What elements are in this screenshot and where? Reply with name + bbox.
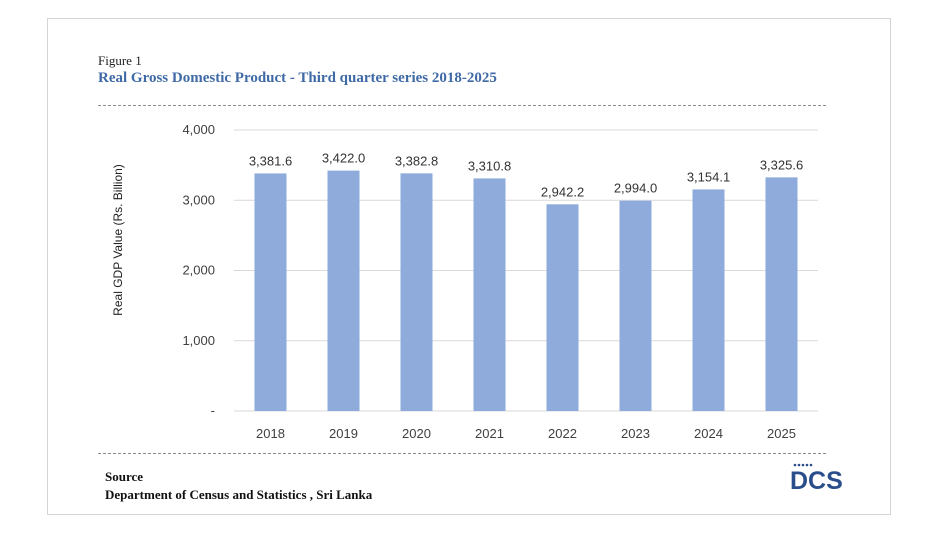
bar: [327, 170, 360, 411]
x-tick-labels: 2018 2019 2020 2021 2022 2023 2024 2025: [256, 426, 796, 441]
dcs-logo: DCS: [790, 463, 850, 497]
y-tick-label: 1,000: [182, 333, 215, 348]
y-tick-label: -: [211, 403, 215, 418]
data-label: 3,422.0: [322, 151, 365, 166]
x-tick-label: 2019: [329, 426, 358, 441]
bars: [254, 170, 798, 411]
logo-text: DCS: [790, 467, 843, 495]
y-tick-label: 3,000: [182, 192, 215, 207]
data-label: 3,154.1: [687, 169, 730, 184]
bar: [473, 178, 506, 411]
x-tick-label: 2021: [475, 426, 504, 441]
bar: [619, 200, 652, 411]
x-tick-label: 2022: [548, 426, 577, 441]
data-label: 2,994.0: [614, 181, 657, 196]
bar: [546, 204, 579, 411]
figure-title: Real Gross Domestic Product - Third quar…: [98, 70, 497, 86]
x-tick-label: 2020: [402, 426, 431, 441]
source-heading: Source: [105, 469, 144, 484]
bottom-divider: [98, 453, 826, 454]
data-label: 3,310.8: [468, 158, 511, 173]
figure-label: Figure 1: [98, 53, 142, 68]
y-tick-labels: - 1,000 2,000 3,000 4,000: [182, 122, 215, 418]
y-tick-label: 2,000: [182, 263, 215, 278]
bar: [692, 189, 725, 411]
bar: [765, 177, 798, 411]
top-divider: [98, 105, 826, 106]
y-tick-label: 4,000: [182, 122, 215, 137]
x-tick-label: 2025: [767, 426, 796, 441]
bar: [254, 173, 287, 411]
data-label: 3,382.8: [395, 153, 438, 168]
figure-frame: [47, 18, 891, 515]
bar: [400, 173, 433, 411]
data-label: 2,942.2: [541, 184, 584, 199]
gridlines: [234, 129, 818, 412]
data-labels: 3,381.6 3,422.0 3,382.8 3,310.8 2,942.2 2,994…: [249, 151, 803, 200]
x-tick-label: 2018: [256, 426, 285, 441]
x-tick-label: 2023: [621, 426, 650, 441]
data-label: 3,381.6: [249, 153, 292, 168]
source-text: Department of Census and Statistics , Sr…: [105, 487, 373, 502]
data-label: 3,325.6: [760, 157, 803, 172]
x-tick-label: 2024: [694, 426, 723, 441]
logo-dots-icon: [793, 463, 813, 467]
y-axis-label: Real GDP Value (Rs. Billion): [111, 164, 125, 316]
